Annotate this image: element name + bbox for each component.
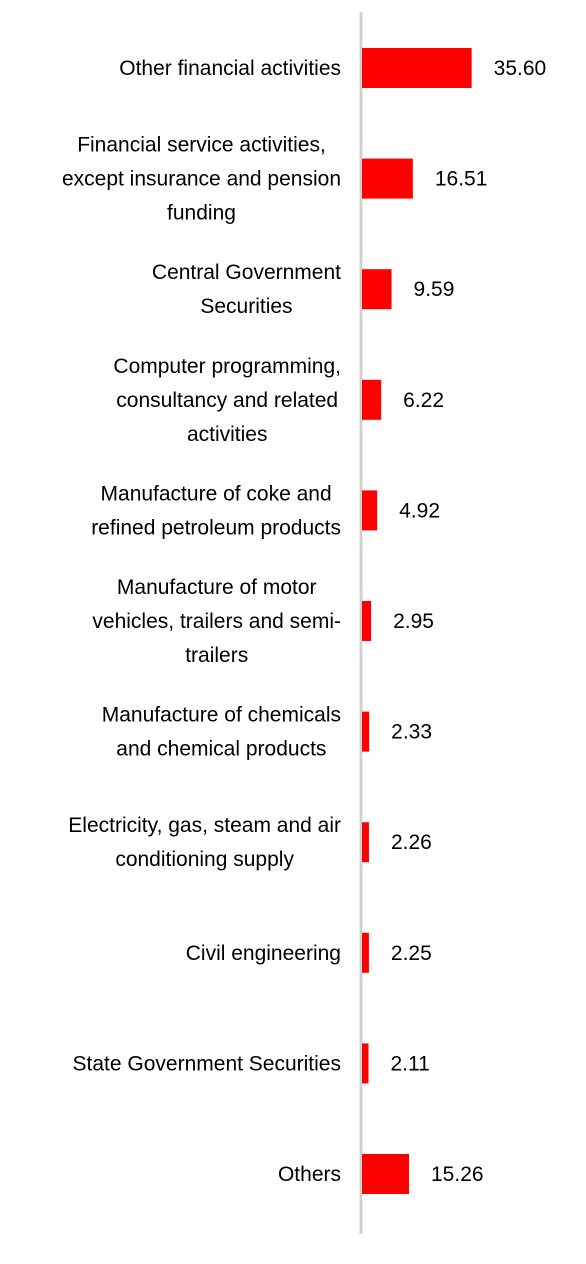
bar-6 <box>362 601 372 641</box>
value-label-9: 2.25 <box>391 942 432 965</box>
category-label-8: Electricity, gas, steam and air condition… <box>68 814 341 871</box>
category-label-line: State Government Securities <box>73 1052 341 1075</box>
bar-3 <box>362 269 392 310</box>
category-label-line: funding <box>167 202 236 225</box>
category-label-line: Securities <box>200 295 292 318</box>
value-label-10: 2.11 <box>390 1052 429 1075</box>
category-label-line: vehicles, trailers and semi- <box>92 610 341 633</box>
value-label-1: 35.60 <box>494 57 547 80</box>
category-label-line: activities <box>187 423 268 446</box>
category-label-line: except insurance and pension <box>62 168 341 191</box>
value-label-8: 2.26 <box>391 831 432 854</box>
category-label-line: Central Government <box>152 261 341 284</box>
category-labels-group: Other financial activities Financial serv… <box>62 57 341 1186</box>
bar-9 <box>362 932 369 973</box>
category-label-line: Manufacture of chemicals <box>102 704 341 727</box>
category-label-line: refined petroleum products <box>91 516 341 539</box>
category-label-line: Electricity, gas, steam and air <box>68 814 341 837</box>
category-label-line: and chemical products <box>116 738 326 761</box>
category-label-line: Manufacture of coke and <box>101 482 332 505</box>
bar-7 <box>362 711 370 752</box>
bar-4 <box>362 379 382 420</box>
category-label-line: Civil engineering <box>186 942 341 965</box>
category-label-2: Financial service activities, except insu… <box>62 134 341 225</box>
value-label-5: 4.92 <box>399 499 440 522</box>
category-label-1: Other financial activities <box>119 57 341 80</box>
category-label-line: Manufacture of motor <box>117 576 317 599</box>
category-label-line: conditioning supply <box>115 848 294 871</box>
bar-11 <box>362 1154 410 1194</box>
category-label-3: Central Government Securities <box>152 261 341 318</box>
bar-5 <box>362 490 378 531</box>
category-label-line: consultancy and related <box>116 389 338 412</box>
value-label-3: 9.59 <box>414 278 455 301</box>
value-label-2: 16.51 <box>435 168 488 191</box>
category-label-line: Other financial activities <box>119 57 341 80</box>
category-label-6: Manufacture of motor vehicles, trailers a… <box>92 576 341 667</box>
bars-group <box>362 48 472 1194</box>
category-label-line: Others <box>278 1163 341 1186</box>
value-label-11: 15.26 <box>431 1163 484 1186</box>
value-label-4: 6.22 <box>403 389 444 412</box>
category-label-line: trailers <box>185 644 248 667</box>
category-label-5: Manufacture of coke and refined petroleum… <box>91 482 341 539</box>
bar-1 <box>362 48 472 88</box>
category-label-7: Manufacture of chemicals and chemical pro… <box>102 704 341 761</box>
value-label-7: 2.33 <box>391 721 432 744</box>
category-label-11: Others <box>278 1163 341 1186</box>
bar-10 <box>362 1043 369 1084</box>
value-labels-group: 35.60 16.51 9.59 6.22 4.92 2.95 2.33 2.26 2.25 2.… <box>390 57 546 1186</box>
category-label-line: Financial service activities, <box>77 134 326 157</box>
bar-8 <box>362 822 369 863</box>
value-label-6: 2.95 <box>393 610 434 633</box>
category-label-line: Computer programming, <box>113 355 341 378</box>
category-label-4: Computer programming, consultancy and rel… <box>113 355 341 446</box>
category-label-10: State Government Securities <box>73 1052 341 1075</box>
bar-2 <box>362 158 413 199</box>
category-label-9: Civil engineering <box>186 942 341 965</box>
